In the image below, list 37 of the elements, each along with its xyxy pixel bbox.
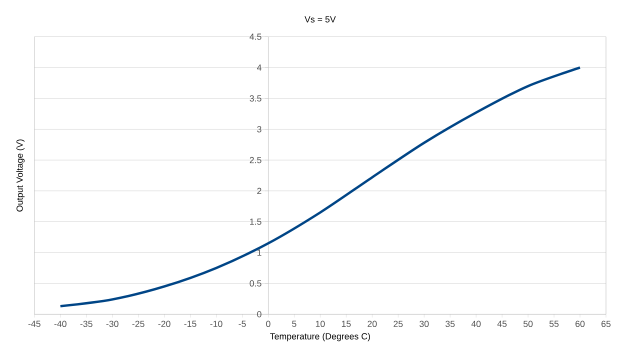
y-tick-label: 4 (256, 64, 262, 71)
y-tick-label: 0 (257, 311, 262, 318)
line-series (59, 66, 582, 308)
x-tick-label: -45 (28, 320, 40, 327)
x-tick-label: 40 (471, 320, 481, 327)
y-tick-label: 1 (257, 249, 262, 256)
x-tick-label: 45 (497, 320, 507, 327)
x-tick-label: 50 (523, 320, 533, 327)
x-tick-label: -15 (184, 320, 196, 327)
x-tick-label: -10 (210, 320, 222, 327)
x-tick-label: -5 (238, 320, 246, 327)
y-tick-label: 2 (257, 188, 262, 194)
y-tick-label: 3 (257, 126, 262, 132)
x-tick-label: 25 (394, 320, 403, 327)
x-tick-label: -25 (132, 320, 144, 327)
x-tick-label: 30 (420, 320, 429, 327)
x-tick-label: -35 (80, 320, 92, 327)
x-tick-label: 10 (316, 320, 325, 327)
y-tick-label: 3.5 (250, 95, 262, 102)
x-tick-label: -30 (106, 320, 118, 327)
y-axis-title: Output Voltage (V) (16, 140, 25, 212)
x-tick-label: 0 (266, 320, 270, 327)
x-tick-label: 65 (602, 320, 611, 327)
y-tick-label: 4.5 (250, 34, 262, 40)
x-tick-label: 60 (576, 320, 585, 327)
x-tick-label: 15 (342, 320, 351, 327)
x-tick-label: 5 (292, 320, 296, 327)
y-tick-label: 2.5 (250, 156, 262, 164)
x-tick-label: -20 (158, 320, 170, 327)
x-tick-label: 55 (549, 320, 559, 327)
chart-title: Vs = 5V (304, 16, 336, 22)
x-tick-label: -40 (54, 320, 66, 327)
y-tick-label: 0.5 (250, 280, 262, 287)
y-tick-label: 1.5 (250, 218, 262, 225)
x-tick-label: 35 (446, 320, 455, 327)
x-axis-title: Temperature (Degrees C) (270, 332, 370, 342)
x-tick-label: 20 (368, 320, 377, 327)
